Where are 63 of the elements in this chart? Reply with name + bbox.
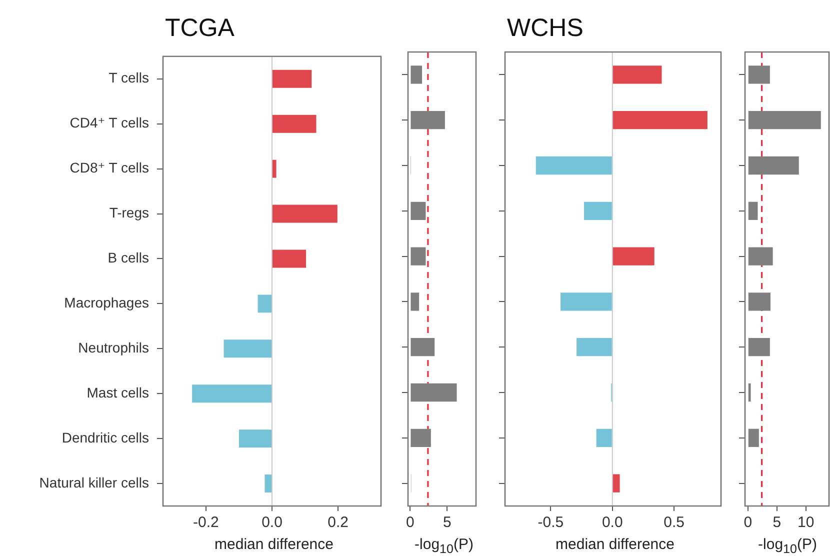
bar: [584, 202, 612, 220]
bar: [612, 111, 708, 130]
bar: [410, 292, 420, 311]
bar: [272, 70, 312, 88]
bar: [748, 156, 799, 175]
bar: [410, 111, 445, 130]
y-tick-label: Dendritic cells: [62, 429, 149, 446]
bar: [272, 160, 276, 178]
x-tick-label: 0.0: [602, 514, 623, 532]
bar: [410, 202, 426, 220]
y-tick-label: CD8⁺ T cells: [70, 160, 149, 176]
chart-title: TCGA: [165, 14, 234, 43]
x-axis-title: -log$_{10}$(P): [757, 536, 818, 556]
bar: [748, 111, 821, 130]
bar: [272, 114, 316, 133]
bar: [748, 202, 758, 220]
y-tick-label: T-regs: [109, 204, 149, 221]
bar: [410, 383, 457, 402]
bar: [410, 66, 422, 84]
bar: [272, 250, 306, 268]
bar: [272, 204, 338, 223]
bar: [612, 247, 654, 266]
x-axis-title: median difference: [554, 536, 676, 553]
bar: [612, 474, 620, 492]
x-tick-label: 5: [443, 514, 452, 532]
bar: [748, 292, 770, 311]
bar: [748, 338, 770, 356]
y-tick-label: Neutrophils: [78, 340, 149, 356]
x-tick-label: 10: [797, 514, 814, 532]
x-tick-label: 0: [744, 514, 752, 532]
bar: [192, 384, 272, 403]
bar: [410, 428, 431, 447]
chart-title: WCHS: [507, 14, 584, 43]
x-tick-label: 5: [772, 514, 782, 532]
bar: [536, 156, 612, 175]
bar: [596, 428, 612, 447]
x-tick-label: 0.5: [664, 514, 685, 532]
bar: [748, 383, 751, 402]
bar: [560, 292, 612, 311]
y-tick-label: Macrophages: [64, 294, 149, 311]
bar: [224, 340, 272, 358]
x-tick-label: 0.2: [328, 514, 348, 532]
bar: [748, 66, 770, 84]
bar: [410, 247, 426, 266]
bar: [612, 66, 662, 84]
bar: [748, 428, 759, 447]
x-axis-title: median difference: [214, 536, 334, 553]
x-axis-title: -log$_{10}$(P): [414, 536, 474, 556]
x-tick-label: 0: [406, 514, 414, 532]
bar: [748, 247, 773, 266]
y-tick-label: Natural killer cells: [39, 474, 149, 490]
y-tick-label: Mast cells: [86, 384, 149, 400]
y-tick-label: CD4⁺ T cells: [70, 114, 149, 131]
x-tick-label: 0.0: [262, 514, 282, 532]
bar: [258, 294, 272, 313]
bar: [264, 474, 272, 493]
bar: [410, 338, 435, 356]
y-tick-label: T cells: [108, 70, 149, 86]
y-tick-label: B cells: [108, 250, 149, 266]
bar: [238, 430, 272, 448]
x-tick-label: -0.2: [193, 514, 219, 532]
x-tick-label: -0.5: [538, 514, 564, 532]
bar: [576, 338, 612, 356]
